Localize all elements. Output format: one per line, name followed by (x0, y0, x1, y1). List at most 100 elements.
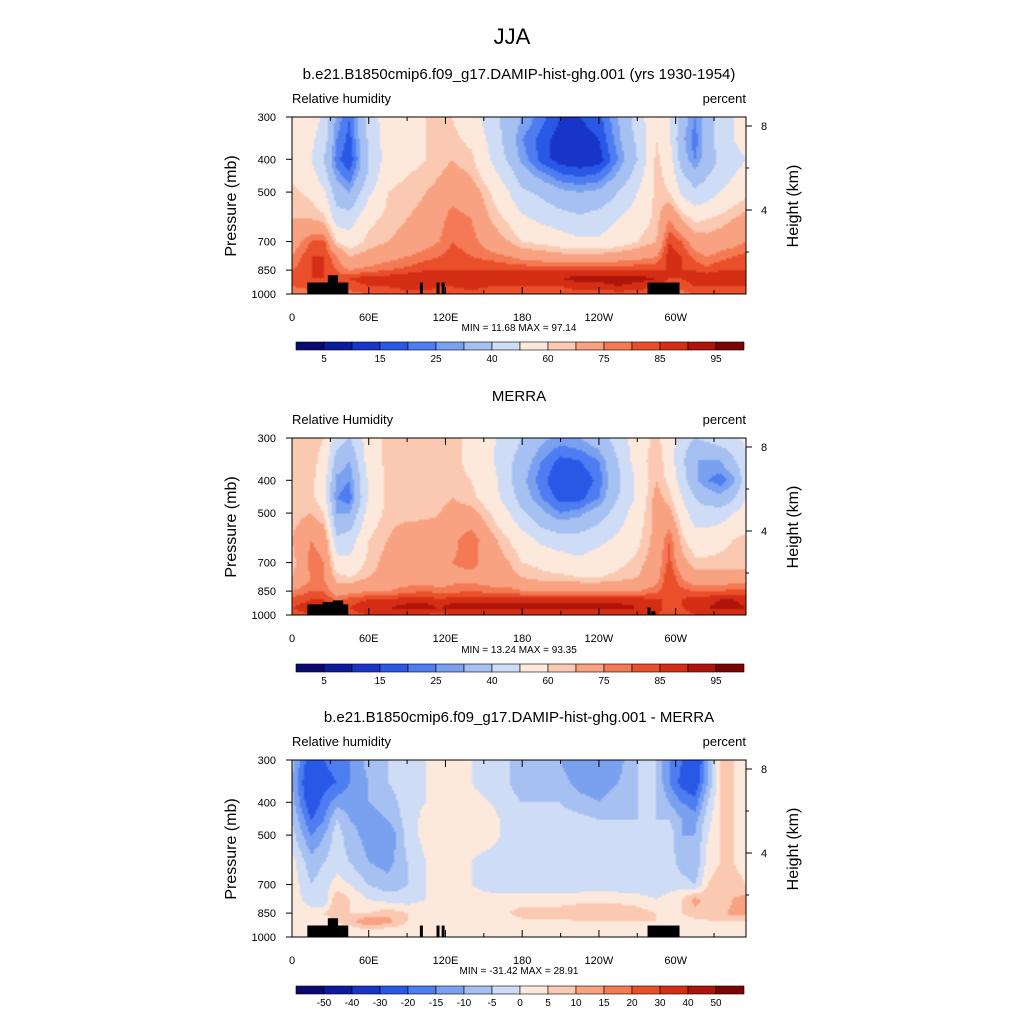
y2-tick-label: 8 (761, 121, 767, 133)
colorbar-swatch (379, 985, 409, 995)
colorbar-swatch (659, 663, 689, 673)
terrain-mask-africa (307, 600, 349, 615)
terrain-mask-spike (651, 611, 656, 615)
colorbar-label: 5 (545, 998, 551, 1009)
colorbar-swatch (631, 341, 661, 351)
colorbar-swatch (491, 341, 521, 351)
colorbar-swatch (491, 663, 521, 673)
colorbar-label: 50 (710, 998, 722, 1009)
stats-text: MIN = 13.24 MAX = 93.35 (461, 645, 577, 656)
colorbar-swatch (295, 663, 325, 673)
colorbar-label: 75 (598, 676, 610, 687)
colorbar-swatch (659, 985, 689, 995)
colorbar-label: -15 (429, 998, 444, 1009)
colorbar-swatch (547, 341, 577, 351)
colorbar-label: 15 (598, 998, 610, 1009)
y-tick-label: 300 (258, 755, 276, 767)
colorbar-swatch (575, 663, 605, 673)
units-label: percent (703, 412, 747, 427)
y2-axis-label: Height (km) (785, 486, 802, 569)
x-tick-label: 120E (433, 955, 459, 967)
y-axis-label: Pressure (mb) (223, 476, 240, 577)
colorbar-swatch (407, 341, 437, 351)
y2-axis-label: Height (km) (785, 165, 802, 248)
colorbar-label: -50 (317, 998, 332, 1009)
x-tick-label: 120E (433, 633, 459, 645)
colorbar-swatch (519, 663, 549, 673)
contour-plot: 0 60E 120E 180 120W 60W 300 400 500 700 850 1000 8 4 (252, 755, 768, 967)
y2-axis-label: Height (km) (785, 808, 802, 891)
colorbar-label: 25 (430, 354, 442, 365)
y-tick-label: 850 (258, 265, 276, 277)
x-tick-label: 0 (289, 312, 295, 324)
y-tick-label: 1000 (252, 289, 276, 301)
colorbar-swatch (323, 663, 353, 673)
x-tick-label: 120E (433, 312, 459, 324)
colorbar-label: 95 (710, 354, 722, 365)
colorbar-swatch (435, 341, 465, 351)
colorbar-swatch (715, 663, 745, 673)
plot-frame (291, 116, 747, 295)
contour-plot: 0 60E 120E 180 120W 60W 300 400 500 700 850 1000 8 4 (252, 112, 768, 324)
y2-tick-label: 8 (761, 442, 767, 454)
colorbar-swatch (547, 985, 577, 995)
terrain-mask-spike (647, 607, 651, 615)
colorbar-label: 20 (626, 998, 638, 1009)
y-tick-label: 500 (258, 187, 276, 199)
y2-tick-label: 8 (761, 764, 767, 776)
y-tick-label: 400 (258, 475, 276, 487)
x-tick-label: 0 (289, 955, 295, 967)
colorbar-swatch (323, 985, 353, 995)
colorbar-label: 25 (430, 676, 442, 687)
units-label: percent (703, 734, 747, 749)
colorbar-label: 15 (374, 676, 386, 687)
panel-title: MERRA (492, 388, 546, 405)
x-tick-label: 120W (585, 955, 614, 967)
y-tick-label: 500 (258, 830, 276, 842)
colorbar-label: 85 (654, 354, 666, 365)
colorbar-swatch (631, 985, 661, 995)
colorbar-swatch (463, 985, 493, 995)
colorbar-label: 10 (570, 998, 582, 1009)
y2-tick-label: 4 (761, 848, 767, 860)
colorbar-swatch (379, 341, 409, 351)
contour-fill (292, 760, 746, 937)
plot-frame (291, 437, 747, 616)
colorbar-swatch (603, 341, 633, 351)
y-tick-label: 300 (258, 112, 276, 124)
x-tick-label: 180 (513, 955, 531, 967)
x-tick-label: 0 (289, 633, 295, 645)
colorbar-swatch (491, 985, 521, 995)
variable-label: Relative Humidity (292, 412, 394, 427)
stats-text: MIN = 11.68 MAX = 97.14 (462, 323, 577, 334)
colorbar-label: -10 (457, 998, 472, 1009)
colorbar-label: -30 (373, 998, 388, 1009)
y-tick-label: 1000 (252, 610, 276, 622)
colorbar-label: 0 (517, 998, 523, 1009)
contour-fill (292, 117, 746, 294)
terrain-mask-spike (436, 925, 440, 937)
colorbar-swatch (295, 985, 325, 995)
y-axis-label: Pressure (mb) (223, 155, 240, 256)
colorbar-swatch (435, 663, 465, 673)
colorbar-label: -40 (345, 998, 360, 1009)
units-label: percent (703, 91, 747, 106)
stats-text: MIN = -31.42 MAX = 28.91 (460, 966, 579, 977)
colorbar-swatch (659, 341, 689, 351)
colorbar-swatch (603, 985, 633, 995)
terrain-mask-spike (441, 282, 445, 294)
y-tick-label: 500 (258, 508, 276, 520)
y2-tick-label: 4 (761, 205, 767, 217)
colorbar-label: 95 (710, 676, 722, 687)
colorbar-swatch (435, 985, 465, 995)
terrain-mask-spike (441, 925, 445, 937)
plot-frame (291, 759, 747, 938)
colorbar: -50 -40 -30 -20 -15 -10 -5 0 5 10 15 20 30 40 50 (295, 985, 745, 1009)
panel-title: b.e21.B1850cmip6.f09_g17.DAMIP-hist-ghg.… (303, 66, 736, 83)
figure-title: JJA (494, 24, 531, 49)
y-tick-label: 400 (258, 797, 276, 809)
colorbar-swatch (715, 341, 745, 351)
x-tick-label: 60E (359, 955, 379, 967)
colorbar-label: 40 (486, 354, 498, 365)
